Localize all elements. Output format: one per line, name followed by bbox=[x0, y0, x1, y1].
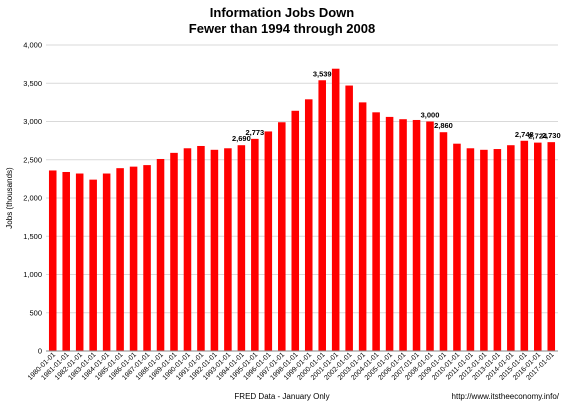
data-label: 2,773 bbox=[245, 128, 264, 137]
y-tick-label: 2,500 bbox=[23, 155, 42, 164]
chart-title-line-1: Information Jobs Down bbox=[210, 5, 355, 20]
bar bbox=[412, 119, 421, 351]
y-tick-label: 4,000 bbox=[23, 41, 42, 50]
bar bbox=[318, 80, 326, 351]
bar bbox=[156, 158, 165, 351]
bar bbox=[170, 152, 178, 351]
y-tick-label: 2,000 bbox=[23, 194, 42, 203]
bar bbox=[183, 148, 192, 351]
bar bbox=[251, 138, 259, 351]
y-tick-label: 1,000 bbox=[23, 270, 42, 279]
bar bbox=[358, 102, 367, 351]
bar bbox=[143, 165, 151, 351]
bar bbox=[278, 122, 286, 351]
bar bbox=[534, 142, 542, 351]
data-label: 3,539 bbox=[313, 69, 332, 78]
bar bbox=[385, 116, 394, 351]
source-credit: http://www.itstheeconomy.info/ bbox=[452, 392, 560, 401]
bar bbox=[507, 145, 515, 351]
data-label: 3,000 bbox=[421, 111, 440, 120]
data-label: 2,724 bbox=[528, 132, 548, 141]
bar bbox=[89, 179, 97, 351]
chart-title-line-2: Fewer than 1994 through 2008 bbox=[189, 21, 375, 36]
bar bbox=[197, 145, 205, 351]
y-axis-label: Jobs (thousands) bbox=[5, 167, 14, 229]
bar bbox=[62, 171, 70, 351]
bar bbox=[399, 119, 407, 351]
bar bbox=[224, 148, 232, 351]
bar bbox=[48, 170, 57, 351]
bar bbox=[426, 121, 434, 351]
bar bbox=[210, 149, 219, 351]
y-tick-label: 500 bbox=[29, 308, 42, 317]
bar bbox=[453, 143, 461, 351]
bar bbox=[331, 68, 340, 351]
y-tick-label: 3,500 bbox=[23, 79, 42, 88]
bar bbox=[264, 131, 273, 351]
bar bbox=[304, 99, 313, 351]
data-label: 2,748 bbox=[515, 130, 534, 139]
y-tick-label: 0 bbox=[38, 347, 42, 356]
bar bbox=[493, 149, 502, 351]
bar bbox=[480, 149, 488, 351]
bar bbox=[345, 85, 353, 352]
data-label: 2,860 bbox=[434, 121, 453, 130]
data-label: 2,690 bbox=[232, 134, 251, 143]
x-axis-ticks: 1980-01-011981-01-011982-01-011983-01-01… bbox=[27, 351, 556, 381]
bar bbox=[372, 112, 380, 351]
y-tick-label: 1,500 bbox=[23, 232, 42, 241]
data-label: 2,730 bbox=[542, 131, 561, 140]
bar bbox=[237, 145, 246, 351]
bar bbox=[520, 140, 529, 351]
bars bbox=[48, 68, 556, 352]
x-axis-label: FRED Data - January Only bbox=[234, 392, 329, 401]
bar bbox=[291, 110, 300, 351]
bar bbox=[466, 148, 475, 351]
bar bbox=[116, 168, 124, 351]
bar bbox=[129, 166, 138, 351]
bar bbox=[439, 132, 448, 351]
y-axis-ticks: 0 500 1,000 1,500 2,000 2,500 3,000 3,500 4,000 bbox=[23, 41, 42, 356]
bar bbox=[75, 173, 84, 351]
bar bbox=[102, 173, 111, 351]
y-tick-label: 3,000 bbox=[23, 117, 42, 126]
bar bbox=[547, 142, 556, 351]
